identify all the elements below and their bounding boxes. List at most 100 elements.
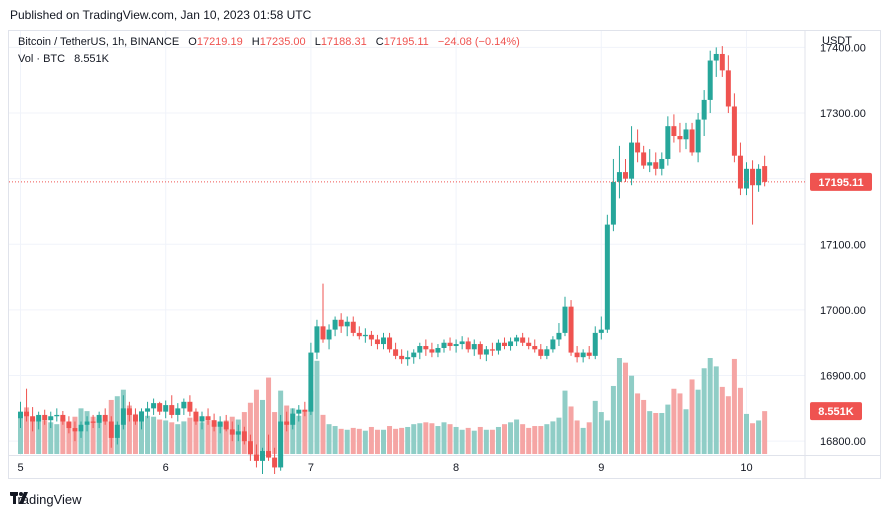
candle-body (368, 334, 374, 340)
candle-body (629, 142, 635, 179)
candle-body (84, 421, 90, 425)
volume-bar (132, 413, 138, 454)
candle-body (223, 421, 229, 430)
volume-label[interactable]: Vol · BTC (18, 53, 66, 65)
candle-body (151, 403, 157, 409)
candle-body (108, 421, 114, 438)
candle-body (247, 441, 253, 455)
volume-bar (629, 375, 635, 454)
volume-bar (610, 385, 616, 454)
candle-body (677, 136, 683, 140)
volume-bar (374, 429, 380, 454)
candle-body (762, 166, 768, 182)
price-tick-label: 17100.00 (820, 239, 866, 251)
close-value: 17195.11 (383, 36, 429, 48)
chart-pane[interactable] (8, 30, 881, 479)
volume-bar (368, 426, 374, 454)
volume-bar (568, 406, 574, 454)
candle-body (145, 408, 151, 412)
low-value: 17188.31 (320, 36, 367, 48)
volume-bar (574, 420, 580, 454)
change-value: −24.08 (−0.14%) (437, 36, 520, 48)
volume-bar (223, 420, 229, 454)
published-caption: Published on TradingView.com, Jan 10, 20… (10, 8, 312, 22)
volume-bar (60, 418, 66, 454)
candle-body (411, 352, 417, 358)
tradingview-logo-icon (10, 492, 28, 504)
volume-bar (447, 424, 453, 454)
volume-bar (725, 396, 731, 454)
symbol-title[interactable]: Bitcoin / TetherUS, 1h, BINANCE (18, 36, 180, 48)
candle-body (217, 421, 223, 427)
candle-body (296, 409, 302, 414)
candle-body (169, 405, 175, 415)
candle-body (574, 352, 580, 358)
volume-bar (381, 429, 386, 454)
volume-bar (508, 422, 514, 454)
candle-body (580, 352, 586, 358)
volume-bar (423, 422, 429, 454)
volume-bar (205, 420, 211, 454)
volume-bar (387, 426, 393, 454)
volume-bar (737, 387, 743, 454)
volume-bar (683, 409, 689, 454)
candle-body (199, 416, 205, 422)
volume-bar (762, 411, 768, 454)
volume-bar (48, 422, 54, 454)
time-tick-label: 8 (453, 462, 459, 474)
candle-body (163, 405, 169, 412)
volume-bar (393, 428, 399, 454)
candle-body (429, 349, 435, 353)
last-price-badge-label: 17195.11 (818, 177, 863, 189)
candle-body (181, 401, 187, 409)
candle-body (562, 306, 568, 333)
candle-body (731, 106, 737, 156)
volume-bar (290, 408, 296, 454)
volume-bar (181, 421, 187, 454)
candle-body (586, 352, 592, 356)
volume-bar (344, 429, 350, 454)
candle-body (278, 421, 284, 468)
candle-body (241, 431, 247, 442)
open-value: 17219.19 (196, 36, 243, 48)
candle-body (453, 344, 459, 347)
candle-body (435, 347, 441, 353)
candle-body (356, 332, 362, 337)
candle-body (653, 162, 659, 169)
volume-bar (18, 414, 23, 454)
low-label: L (314, 36, 321, 48)
tradingview-footer[interactable]: TradingView (10, 492, 82, 507)
time-tick-label: 10 (740, 462, 752, 474)
candle-body (18, 411, 23, 419)
volume-bar (701, 368, 707, 454)
volume-bar (556, 417, 562, 454)
candle-body (623, 172, 628, 179)
candle-body (604, 224, 610, 330)
candle-body (66, 421, 72, 429)
candle-body (489, 349, 495, 351)
time-tick-label: 6 (163, 462, 169, 474)
volume-bar (471, 430, 477, 454)
volume-bar (253, 389, 259, 454)
candle-body (544, 349, 550, 356)
close-label: C (375, 36, 384, 48)
volume-bar (483, 429, 489, 454)
candle-body (266, 451, 272, 458)
volume-bar (217, 422, 223, 454)
candle-body (344, 321, 350, 327)
volume-bar (635, 393, 641, 454)
volume-bar (641, 399, 647, 454)
volume-bar (126, 405, 132, 454)
candle-body (235, 431, 241, 435)
candle-body (417, 346, 423, 353)
price-tick-label: 16800.00 (820, 436, 866, 448)
candle-body (72, 428, 78, 432)
candle-body (441, 342, 447, 348)
volume-bar (199, 422, 205, 454)
volume-bar (169, 422, 175, 454)
candle-body (737, 155, 743, 189)
candle-body (60, 414, 66, 422)
candle-body (48, 416, 54, 421)
volume-bar (429, 423, 435, 454)
